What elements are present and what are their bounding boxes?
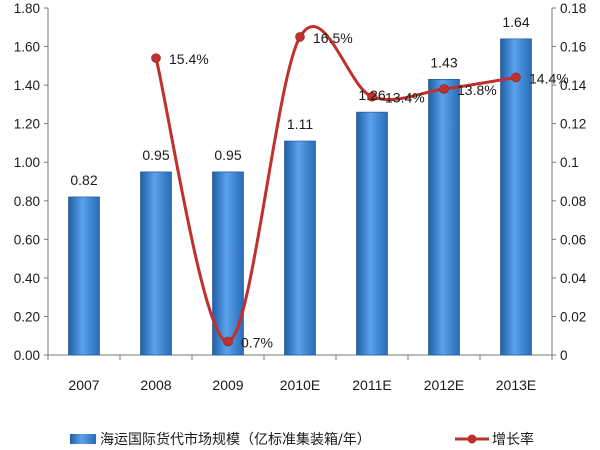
- bar: [68, 196, 100, 356]
- bar: [428, 79, 460, 356]
- growth-point: [439, 84, 449, 94]
- growth-data-label: 16.5%: [313, 30, 353, 46]
- left-tick-label: 1.20: [14, 117, 40, 132]
- bar: [140, 171, 172, 356]
- growth-data-label: 13.8%: [457, 82, 497, 98]
- bars: [68, 38, 532, 356]
- x-tick-label: 2007: [68, 377, 99, 393]
- growth-data-label: 13.4%: [385, 90, 425, 106]
- bar-data-label: 0.95: [142, 147, 169, 163]
- right-tick-label: 0.16: [560, 40, 586, 55]
- right-tick-label: 0.06: [560, 232, 586, 247]
- right-tick-label: 0.1: [560, 155, 579, 170]
- right-tick-label: 0.04: [560, 271, 587, 286]
- right-tick-label: 0.18: [560, 1, 586, 16]
- x-tick-label: 2013E: [496, 377, 536, 393]
- bar: [500, 38, 532, 356]
- growth-line-path: [154, 25, 517, 344]
- legend-bar-label: 海运国际货代市场规模（亿标准集装箱/年）: [100, 431, 371, 448]
- growth-point: [223, 336, 233, 347]
- bar-data-label: 1.11: [287, 116, 313, 132]
- growth-point: [511, 72, 521, 83]
- growth-point: [367, 91, 377, 102]
- growth-data-label: 14.4%: [529, 70, 569, 86]
- data-labels: 0.82 0.95 0.95 1.11 1.26 1.43 1.64 15.4% 0.7% 16.…: [70, 14, 568, 351]
- growth-data-label: 15.4%: [169, 51, 209, 67]
- right-tick-label: 0.12: [560, 117, 586, 132]
- axes: 0.00 0.20 0.40 0.60 0.80 1.00 1.20 1.40 1.60 1.80…: [14, 1, 587, 393]
- legend-line-label: 增长率: [492, 431, 534, 448]
- x-tick-label: 2012E: [424, 377, 464, 393]
- bar: [284, 140, 316, 356]
- left-tick-label: 1.80: [14, 1, 40, 16]
- x-tick-label: 2011E: [352, 377, 391, 393]
- right-tick-label: 0.02: [560, 309, 586, 324]
- x-tick-label: 2008: [140, 377, 171, 393]
- left-tick-label: 1.40: [14, 78, 40, 93]
- bar-data-label: 1.64: [502, 14, 529, 30]
- left-tick-label: 0.60: [14, 232, 40, 247]
- legend-line-marker: [467, 434, 477, 444]
- legend-bar-swatch: [70, 434, 96, 444]
- bar-data-label: 1.26: [358, 87, 385, 103]
- growth-line: [151, 25, 521, 347]
- bar-data-label: 0.95: [214, 147, 241, 163]
- x-tick-label: 2010E: [280, 377, 320, 393]
- bar: [356, 111, 388, 356]
- legend: 海运国际货代市场规模（亿标准集装箱/年） 增长率: [70, 431, 534, 448]
- x-tick-label: 2009: [212, 377, 243, 393]
- left-tick-label: 1.60: [14, 40, 40, 55]
- growth-data-label: 0.7%: [241, 335, 273, 351]
- bar-data-label: 0.82: [70, 172, 97, 188]
- left-tick-label: 0.00: [14, 348, 40, 363]
- right-tick-label: 0: [560, 348, 568, 363]
- right-tick-label: 0.08: [560, 194, 586, 209]
- right-tick-label: 0.14: [560, 78, 587, 93]
- left-tick-label: 1.00: [14, 155, 40, 170]
- bar-data-label: 1.43: [430, 54, 457, 70]
- growth-point: [295, 32, 305, 42]
- left-tick-label: 0.20: [14, 309, 40, 324]
- left-tick-label: 0.40: [14, 271, 40, 286]
- growth-point: [151, 53, 161, 63]
- left-tick-label: 0.80: [14, 194, 40, 209]
